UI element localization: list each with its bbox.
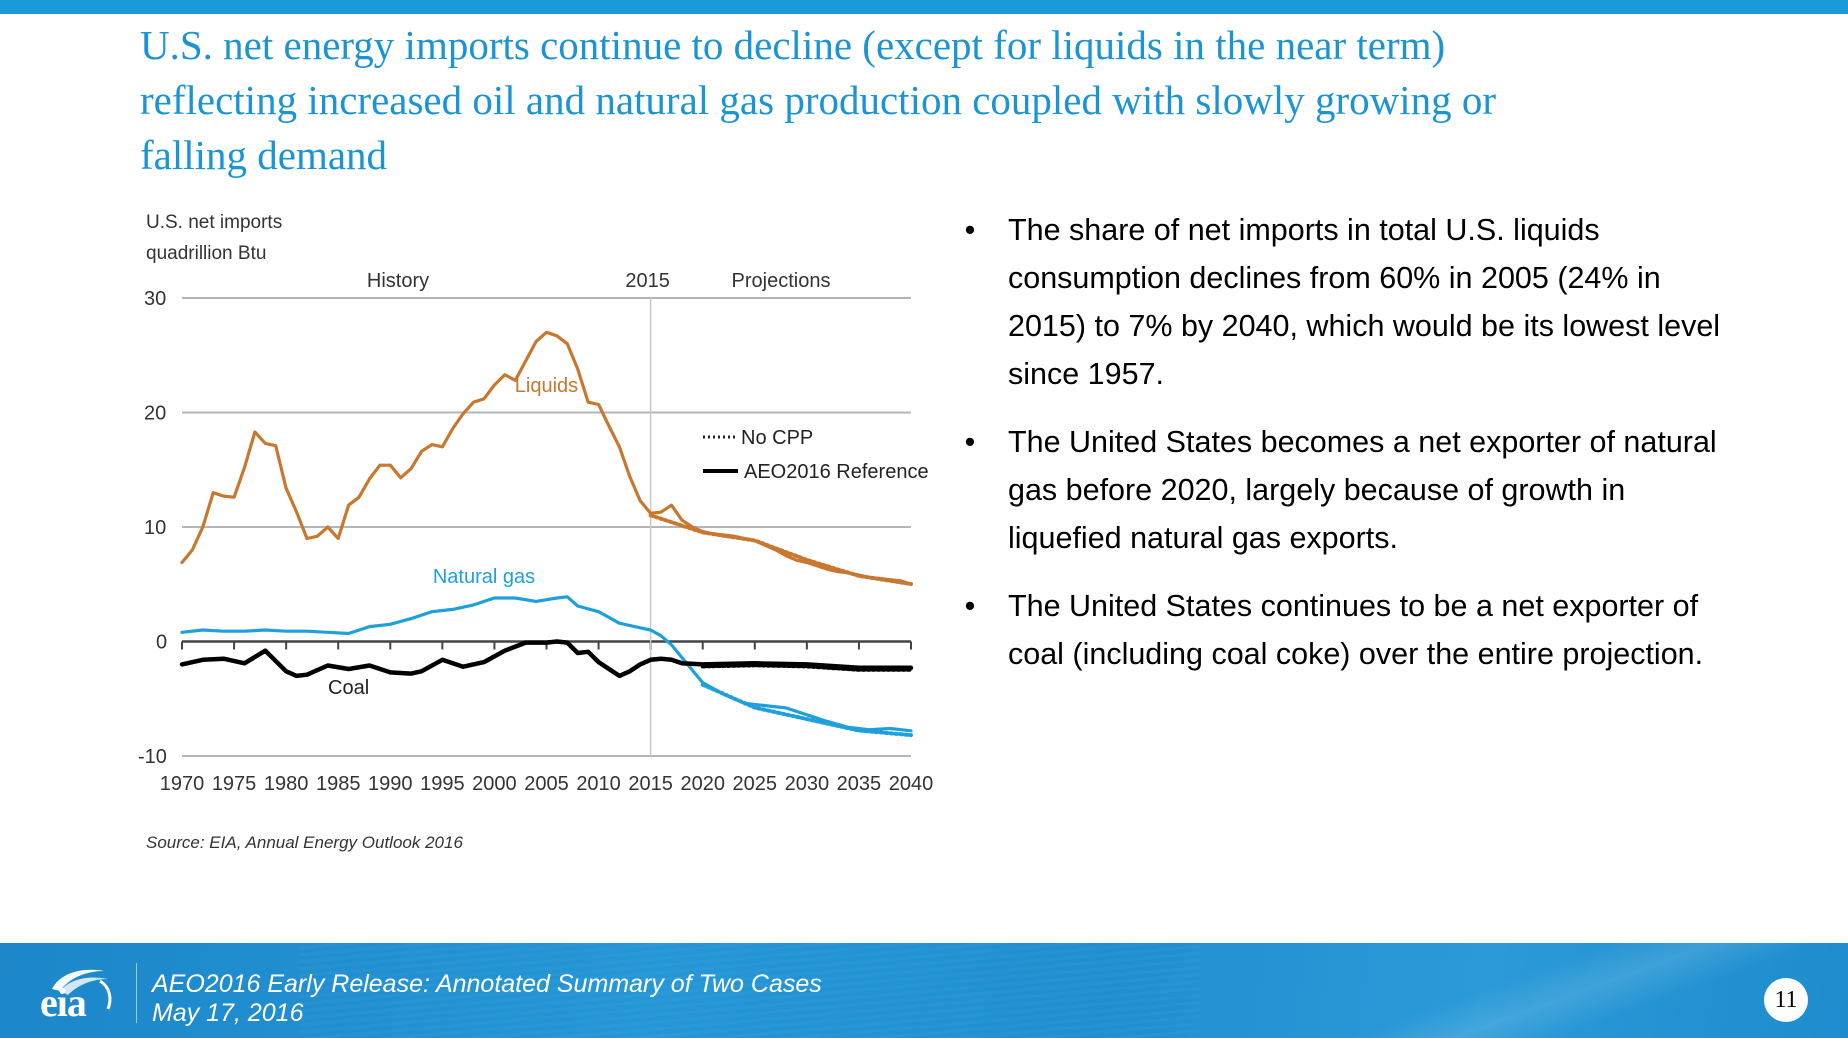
x-tick-label: 1975 [212,773,257,795]
bullet-list: • The share of net imports in total U.S. … [960,206,1740,698]
x-tick-label: 1995 [420,773,465,795]
series-line-natural-gas-reference [180,595,913,733]
series-line-liquids-no-cpp [648,513,913,586]
projections-label: Projections [732,270,831,292]
y-axis-label-line-1: U.S. net imports [146,212,282,233]
x-tick-label: 1980 [264,773,309,795]
slide-title: U.S. net energy imports continue to decl… [140,18,1840,183]
eia-logo-icon [52,969,112,1010]
net-imports-chart: U.S. net imports quadrillion Btu 30 20 10 0 -1… [0,0,960,900]
footer-divider [136,963,137,1023]
bullet-icon: • [964,589,976,623]
footer-texture [300,943,1200,1038]
series-label-natural-gas: Natural gas [433,566,535,588]
x-tick-label: 2005 [524,773,569,795]
history-label: History [367,270,429,292]
y-tick-label: 0 [156,632,167,654]
x-tick-label: 2010 [576,773,621,795]
title-line-2: reflecting increased oil and natural gas… [140,77,1497,123]
x-tick-label: 1970 [160,773,205,795]
footer-bar: eia AEO2016 Early Release: Annotated Sum… [0,943,1848,1038]
title-line-3: falling demand [140,132,388,178]
bullet-text: The share of net imports in total U.S. l… [1008,213,1721,391]
footer-sheen [1300,943,1800,1038]
divider-year-label: 2015 [625,270,670,292]
x-tick-label: 2040 [889,773,934,795]
series-line-coal-no-cpp [700,663,913,672]
bullet-item: • The United States continues to be a net… [960,582,1740,678]
bullet-icon: • [964,425,976,459]
footer-title: AEO2016 Early Release: Annotated Summary… [152,970,822,998]
x-tick-label: 2035 [837,773,882,795]
y-tick-label: 20 [144,403,166,425]
x-tick-label: 1985 [316,773,361,795]
title-line-1: U.S. net energy imports continue to decl… [140,22,1446,68]
y-tick-label: 30 [144,288,166,310]
series-line-liquids-reference [180,330,913,586]
bullet-item: • The United States becomes a net exporte… [960,418,1740,562]
x-tick-label: 2020 [680,773,725,795]
series-line-coal-reference [179,639,914,679]
legend-label-reference: AEO2016 Reference [744,461,929,483]
series-label-coal: Coal [328,677,369,699]
chart-source-note: Source: EIA, Annual Energy Outlook 2016 [146,833,463,852]
top-accent-bar [0,0,1848,14]
bullet-text: The United States continues to be a net … [1008,589,1704,671]
y-axis-label-line-2: quadrillion Btu [146,243,266,264]
eia-logo-text: eia [40,980,87,1025]
series-line-natural-gas-no-cpp [700,682,913,738]
bullet-icon: • [964,213,976,247]
x-tick-label: 2025 [733,773,778,795]
series-label-liquids: Liquids [515,375,578,397]
y-tick-label: 10 [144,517,166,539]
footer-date: May 17, 2016 [152,999,304,1027]
y-tick-label: -10 [138,746,167,768]
x-tick-label: 2030 [785,773,830,795]
page-number-badge: 11 [1764,978,1808,1022]
bullet-item: • The share of net imports in total U.S. … [960,206,1740,398]
x-tick-label: 2015 [628,773,673,795]
x-tick-label: 2000 [472,773,517,795]
legend-label-no-cpp: No CPP [741,427,813,449]
x-tick-label: 1990 [368,773,413,795]
bullet-text: The United States becomes a net exporter… [1008,425,1717,555]
